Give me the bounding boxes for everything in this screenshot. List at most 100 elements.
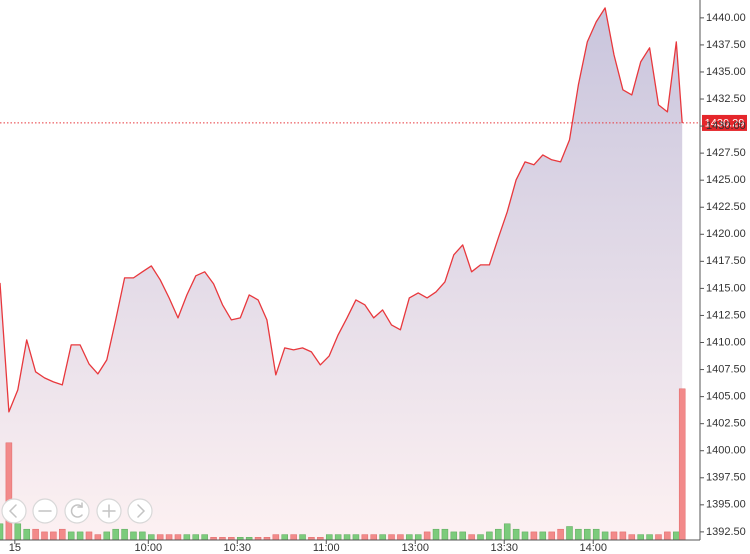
y-tick-label: 1432.50 bbox=[706, 93, 746, 105]
volume-bar bbox=[637, 534, 644, 541]
volume-bar bbox=[664, 531, 671, 541]
volume-bar bbox=[477, 534, 484, 541]
volume-bar bbox=[557, 528, 564, 541]
volume-bar bbox=[0, 523, 4, 541]
volume-bar bbox=[450, 531, 458, 541]
volume-bar bbox=[192, 534, 200, 541]
volume-bar bbox=[103, 531, 111, 541]
price-line bbox=[0, 7, 683, 413]
y-tick-label: 1397.50 bbox=[706, 472, 746, 484]
y-tick-label: 1392.50 bbox=[706, 526, 746, 538]
volume-bar bbox=[23, 528, 30, 541]
volume-bar bbox=[530, 531, 538, 541]
y-tick-label: 1412.50 bbox=[706, 309, 746, 321]
volume-bar bbox=[343, 534, 351, 541]
volume-bar bbox=[201, 534, 208, 541]
x-tick-label: 11:00 bbox=[313, 542, 340, 554]
volume-bar bbox=[548, 531, 555, 541]
y-tick-label: 1430.00 bbox=[706, 120, 746, 132]
volume-bar bbox=[432, 528, 440, 541]
volume-bar bbox=[459, 531, 466, 541]
volume-bar bbox=[165, 534, 173, 541]
y-tick-label: 1425.00 bbox=[706, 174, 746, 186]
x-tick-label: 15 bbox=[9, 542, 21, 554]
volume-bar bbox=[592, 528, 600, 541]
volume-bar bbox=[370, 534, 377, 541]
volume-bar bbox=[646, 534, 653, 541]
x-tick-label: 13:30 bbox=[490, 542, 518, 554]
volume-bar bbox=[76, 531, 84, 541]
zoom-in-button[interactable] bbox=[96, 498, 122, 524]
pan-right-button[interactable] bbox=[127, 498, 153, 524]
y-tick-label: 1402.50 bbox=[706, 418, 746, 430]
y-tick-label: 1440.00 bbox=[706, 12, 746, 24]
volume-bar bbox=[361, 534, 369, 541]
pan-left-button[interactable] bbox=[1, 498, 27, 524]
volume-bar bbox=[584, 528, 591, 541]
volume-bar bbox=[423, 531, 431, 541]
y-tick-label: 1437.50 bbox=[706, 39, 746, 51]
price-area bbox=[0, 7, 683, 540]
x-tick-label: 10:00 bbox=[135, 542, 163, 554]
volume-bar bbox=[441, 528, 449, 541]
volume-bar bbox=[566, 526, 573, 541]
volume-bar bbox=[539, 531, 547, 541]
volume-bar bbox=[174, 534, 182, 541]
volume-bar bbox=[85, 531, 93, 541]
volume-bar bbox=[397, 534, 404, 541]
volume-bar bbox=[628, 534, 636, 541]
y-tick-label: 1427.50 bbox=[706, 147, 746, 159]
y-tick-label: 1422.50 bbox=[706, 201, 746, 213]
volume-bar bbox=[678, 388, 686, 541]
volume-bar bbox=[41, 531, 48, 541]
zoom-controls bbox=[1, 498, 153, 524]
volume-bar bbox=[299, 534, 306, 541]
volume-bar bbox=[673, 531, 680, 541]
x-tick-label: 13:00 bbox=[401, 542, 429, 554]
volume-bar bbox=[619, 531, 627, 541]
y-tick-label: 1395.00 bbox=[706, 499, 746, 511]
volume-bar bbox=[388, 534, 395, 541]
volume-bar bbox=[156, 534, 164, 541]
x-tick-label: 10:30 bbox=[224, 542, 252, 554]
volume-bar bbox=[112, 528, 119, 541]
volume-bar bbox=[121, 528, 128, 541]
volume-bar bbox=[406, 534, 413, 541]
volume-bar bbox=[334, 534, 342, 541]
volume-bar bbox=[486, 531, 493, 541]
y-tick-label: 1400.00 bbox=[706, 445, 746, 457]
volume-bar bbox=[379, 534, 386, 541]
volume-bar bbox=[575, 528, 582, 541]
volume-bar bbox=[512, 528, 520, 541]
volume-bar bbox=[468, 534, 475, 541]
volume-bar bbox=[414, 534, 422, 541]
volume-bar bbox=[521, 531, 529, 541]
y-tick-label: 1410.00 bbox=[706, 336, 746, 348]
volume-bar bbox=[503, 523, 511, 541]
volume-bar bbox=[352, 534, 360, 541]
volume-bar bbox=[130, 531, 137, 541]
zoom-out-button[interactable] bbox=[32, 498, 58, 524]
last-price-box bbox=[702, 114, 747, 131]
last-price-label: 1430.29 bbox=[705, 117, 745, 129]
y-tick-label: 1407.50 bbox=[706, 363, 746, 375]
volume-bar bbox=[148, 534, 155, 541]
volume-bar bbox=[67, 531, 75, 541]
volume-bar bbox=[601, 531, 609, 541]
volume-bar bbox=[495, 528, 502, 541]
volume-bar bbox=[272, 534, 280, 541]
volume-bar bbox=[610, 531, 618, 541]
volume-bar bbox=[59, 528, 66, 541]
y-tick-label: 1405.00 bbox=[706, 391, 746, 403]
volume-bar bbox=[50, 531, 57, 541]
volume-bar bbox=[655, 534, 662, 541]
volume-bar bbox=[183, 534, 191, 541]
y-tick-label: 1420.00 bbox=[706, 228, 746, 240]
y-tick-label: 1415.00 bbox=[706, 282, 746, 294]
volume-bar bbox=[5, 442, 13, 541]
volume-bar bbox=[32, 528, 39, 541]
reset-button[interactable] bbox=[64, 498, 90, 524]
